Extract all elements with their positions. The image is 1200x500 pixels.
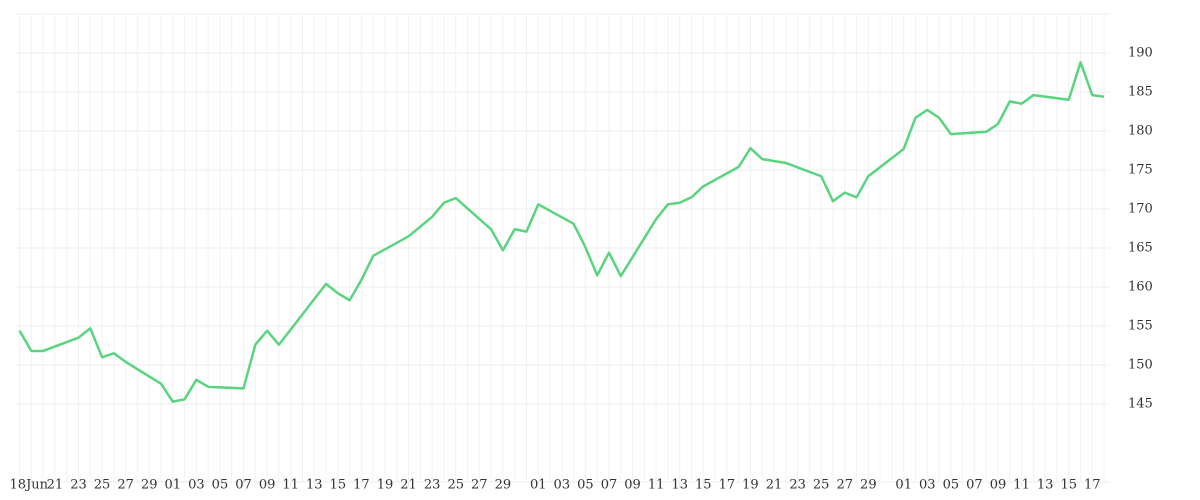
x-tick-label: 18Jun [10,478,49,493]
price-line [18,61,1105,403]
x-tick-label: 01 [530,478,547,493]
x-tick-label: 05 [577,478,594,493]
x-tick-label: 23 [424,478,441,493]
x-tick-label: 25 [813,478,830,493]
x-tick-label: 15 [1060,478,1077,493]
x-tick-label: 29 [495,478,512,493]
x-tick-label: 13 [1037,478,1054,493]
y-tick-label: 185 [1128,85,1153,100]
x-tick-label: 17 [1084,478,1101,493]
x-tick-label: 19 [377,478,394,493]
x-tick-label: 15 [695,478,712,493]
y-tick-label: 175 [1128,163,1153,178]
x-tick-label: 11 [1013,478,1030,493]
x-tick-label: 27 [836,478,853,493]
x-tick-label: 21 [766,478,783,493]
x-tick-label: 17 [719,478,736,493]
x-tick-label: 23 [70,478,87,493]
y-tick-label: 190 [1128,46,1153,61]
x-tick-label: 07 [235,478,252,493]
x-tick-label: 03 [919,478,936,493]
x-tick-label: 01 [895,478,912,493]
x-tick-label: 29 [860,478,877,493]
x-tick-label: 09 [259,478,276,493]
x-tick-label: 21 [47,478,64,493]
x-tick-label: 23 [789,478,806,493]
y-tick-label: 160 [1128,280,1153,295]
x-tick-label: 03 [188,478,205,493]
x-tick-label: 15 [330,478,347,493]
x-tick-label: 25 [94,478,111,493]
x-tick-label: 09 [624,478,641,493]
x-tick-label: 27 [471,478,488,493]
x-tick-label: 07 [966,478,983,493]
x-tick-label: 19 [742,478,759,493]
x-tick-label: 01 [165,478,182,493]
x-tick-label: 13 [306,478,323,493]
x-tick-label: 05 [212,478,229,493]
x-tick-label: 27 [117,478,134,493]
y-tick-label: 165 [1128,241,1153,256]
x-tick-label: 17 [353,478,370,493]
y-tick-label: 145 [1128,397,1153,412]
x-tick-label: 29 [141,478,158,493]
y-tick-label: 150 [1128,358,1153,373]
x-tick-label: 03 [554,478,571,493]
y-tick-label: 155 [1128,319,1153,334]
x-tick-label: 11 [648,478,665,493]
x-tick-label: 25 [447,478,464,493]
y-tick-label: 180 [1128,124,1153,139]
y-tick-label: 170 [1128,202,1153,217]
x-tick-label: 13 [671,478,688,493]
x-tick-label: 05 [943,478,960,493]
x-tick-label: 09 [990,478,1007,493]
x-tick-label: 21 [400,478,417,493]
x-tick-label: 11 [282,478,299,493]
x-tick-label: 07 [601,478,618,493]
